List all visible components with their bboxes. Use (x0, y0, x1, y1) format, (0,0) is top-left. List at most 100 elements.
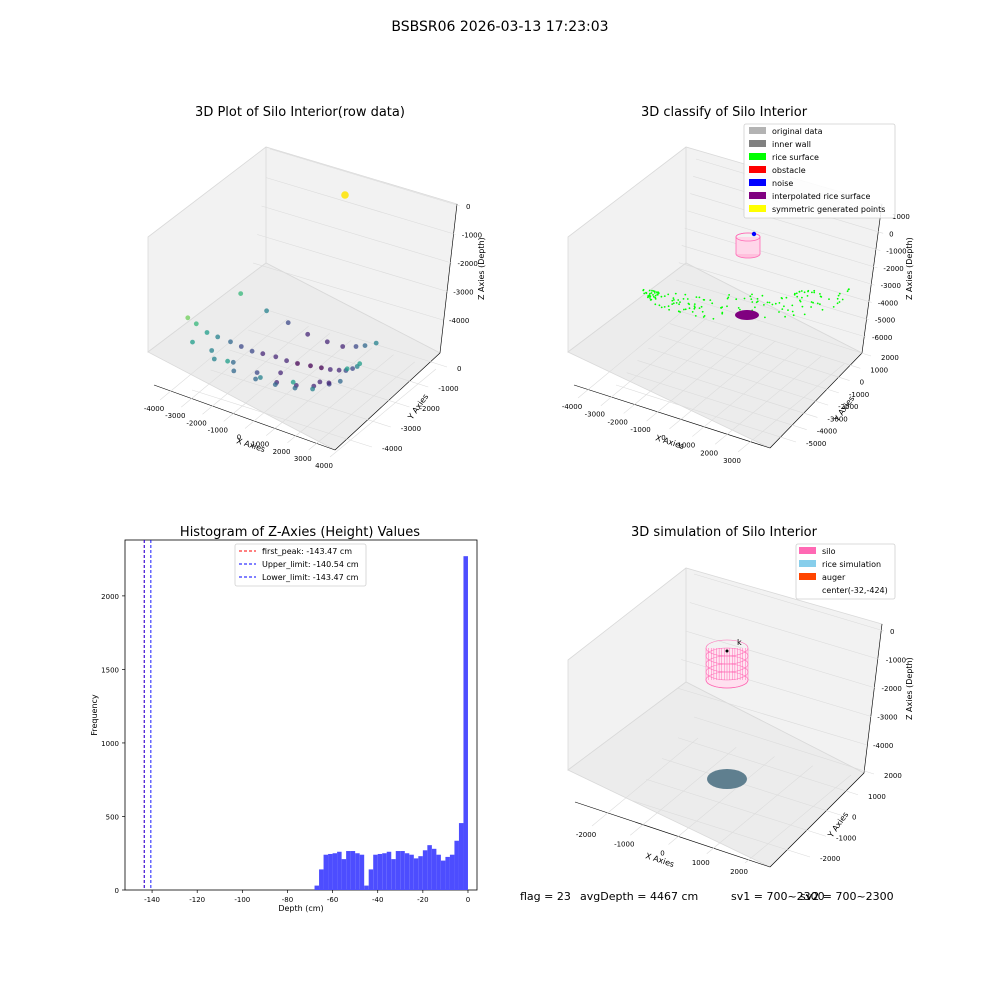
panel2-rice-point (700, 305, 703, 308)
panel4-legend: silo rice simulation auger center(-32,-424) (795, 543, 896, 600)
panel2-rice-point (750, 298, 753, 300)
panel3-xtick-label: -60 (327, 896, 338, 904)
panel2-rice-point (702, 298, 705, 301)
panel1-ztick: -4000 (449, 317, 469, 325)
panel2-rice-point (828, 298, 830, 300)
panel2-rice-point (651, 289, 653, 292)
panel2-rice-point (671, 299, 674, 302)
panel2-ytick: -5000 (806, 440, 826, 448)
panel1-point (225, 358, 231, 364)
panel2-legend-swatch (749, 153, 766, 160)
panel2-rice-point (674, 292, 677, 295)
panel4-auger-marker: k (737, 638, 742, 647)
panel2-rice-point (794, 292, 796, 295)
panel3-bar (454, 840, 459, 890)
panel1-point (272, 382, 278, 387)
panel2-rice-point (807, 289, 810, 292)
panel2-rice-point (649, 295, 652, 298)
panel2-rice-point (761, 294, 764, 297)
panel2-rice-point (677, 299, 680, 301)
panel2-rice-point (819, 293, 821, 295)
panel2-rice-point (668, 308, 670, 311)
panel2-rice-point (693, 303, 696, 305)
panel1-point (238, 344, 244, 349)
panel2-rice-point (778, 311, 780, 313)
panel2-rice-point (756, 297, 759, 300)
panel1-xtick: 0 (237, 434, 241, 442)
panel3-bar (346, 851, 351, 890)
panel4-legend-label: auger (822, 573, 846, 582)
panel1-ytick: -1000 (438, 385, 458, 393)
panel1-point (209, 348, 215, 353)
panel1-point (310, 386, 315, 392)
panel2-rice-point (819, 303, 821, 306)
panel2-ytick: -2000 (838, 403, 858, 411)
panel1-point (278, 370, 283, 376)
panel2-ztick: -3000 (881, 282, 901, 290)
panel2-legend-label: original data (772, 127, 823, 136)
panel3-bar (350, 851, 356, 890)
panel1-point (254, 370, 260, 375)
panel2-rice-point (678, 310, 680, 313)
panel1-point (211, 356, 217, 362)
panel3-bar (323, 854, 329, 890)
panel3-bar (319, 869, 324, 890)
panel1-ytick: -2000 (420, 405, 440, 413)
panel2-rice-point (743, 297, 746, 300)
panel3-bar (359, 854, 365, 890)
panel3-ytick-label: 0 (115, 887, 119, 895)
panel1-xtick: 1000 (251, 441, 269, 449)
panel2-rice-point (819, 295, 822, 298)
panel3-bar (463, 556, 468, 890)
panel3-bar (440, 860, 446, 890)
panel1-point (230, 359, 236, 365)
panel2-rice-point (691, 311, 694, 313)
panel4-xtick: -2000 (576, 831, 596, 839)
panel2-legend-swatch (749, 140, 766, 147)
panel4-silo-ring (705, 671, 749, 689)
panel2-rice-point (812, 301, 814, 304)
panel2-rice-point (813, 289, 816, 292)
panel4-legend-label: rice simulation (822, 560, 881, 569)
panel1-point (253, 376, 258, 382)
panel2-rice-point (642, 289, 645, 292)
panel2-rice-point (847, 288, 850, 291)
panel2-rice-point (768, 301, 771, 304)
panel2-xtick: 2000 (700, 449, 718, 457)
panel1-point (357, 361, 363, 367)
panel3-bar (449, 854, 455, 890)
panel2-xtick: -1000 (630, 426, 650, 434)
panel3-bar (382, 853, 387, 890)
panel1-xtick: 4000 (315, 462, 333, 470)
panel4-center-marker (725, 649, 729, 653)
panel4-silo-ring (705, 663, 749, 681)
panel3-bar (409, 854, 414, 890)
panel2-rice-point (803, 313, 806, 316)
panel1-point (362, 343, 368, 348)
panel1-point (249, 348, 255, 354)
panel2-ytick: 1000 (870, 366, 888, 374)
panel1-ztick: -2000 (458, 260, 478, 268)
panel2-silo-cylinder (735, 231, 761, 259)
panel2-ytick: 0 (860, 379, 864, 387)
panel3-ytick-label: 1000 (101, 740, 119, 748)
panel2-rice-point (721, 306, 723, 309)
panel2-rice-point (656, 293, 659, 296)
panel1-point (292, 385, 298, 391)
panel3-legend: first_peak: -143.47 cm Upper_limit: -140.… (234, 543, 367, 587)
panel4-xtick: 0 (660, 850, 664, 858)
panel1-point (285, 320, 291, 326)
panel2-rice-point (656, 291, 658, 294)
panel1-point (193, 321, 199, 327)
panel2-rice-point (658, 304, 661, 307)
panel2-interpolated-surface (735, 310, 759, 320)
panel2-rice-point (683, 308, 685, 311)
panel2-rice-point (784, 315, 786, 318)
panel2-rice-point (650, 292, 653, 294)
panel2-rice-point (728, 294, 730, 296)
panel2-rice-point (806, 295, 809, 297)
panel2-rice-point (785, 296, 788, 299)
panel3-bar (314, 885, 320, 890)
panel2-rice-point (684, 293, 687, 296)
panel3-bar (341, 859, 347, 890)
